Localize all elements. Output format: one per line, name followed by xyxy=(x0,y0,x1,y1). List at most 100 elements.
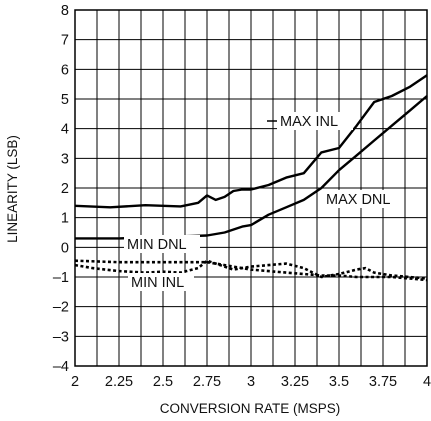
x-tick-label: 3.75 xyxy=(369,374,397,390)
x-axis-title: CONVERSION RATE (MSPS) xyxy=(160,401,341,416)
series-max-dnl-point xyxy=(285,206,287,208)
annotation-max-inl: MAX INL xyxy=(280,114,338,130)
series-max-inl-point xyxy=(391,95,393,97)
series-max-inl-point xyxy=(145,204,147,206)
x-tick-label: 2.25 xyxy=(105,374,133,390)
plot-frame xyxy=(74,9,428,367)
series-min-dnl-point xyxy=(356,276,358,278)
y-tick-label: –3 xyxy=(53,329,69,345)
series-max-inl-point xyxy=(109,206,111,208)
series-max-inl-point xyxy=(285,177,287,179)
series-min-inl-point xyxy=(197,267,199,269)
series-max-dnl-point xyxy=(224,232,226,234)
series-min-inl-point xyxy=(118,270,120,272)
series-min-dnl-point xyxy=(233,266,235,268)
series-max-inl-point xyxy=(268,184,270,186)
x-tick-label: 3.25 xyxy=(281,374,309,390)
annotation-backing xyxy=(128,273,194,291)
series-max-dnl-point xyxy=(241,226,243,228)
series-max-inl-point xyxy=(206,195,208,197)
y-tick-label: 1 xyxy=(61,211,69,227)
series-min-dnl xyxy=(74,259,428,282)
x-tick-label: 3.5 xyxy=(329,374,349,390)
series-max-dnl-point xyxy=(118,238,120,240)
series-min-inl-point xyxy=(285,263,287,265)
y-tick-label: 0 xyxy=(61,240,69,256)
series-max-dnl-point xyxy=(321,187,323,189)
series-min-inl-point xyxy=(206,260,208,262)
series-max-dnl-point xyxy=(250,224,252,226)
series-min-dnl-point xyxy=(409,278,411,280)
x-tick-label: 3 xyxy=(247,374,255,390)
series-max-inl-point xyxy=(197,202,199,204)
series-min-inl-point xyxy=(409,276,411,278)
series-min-inl-point xyxy=(365,267,367,269)
series-min-dnl-point xyxy=(118,261,120,263)
series-min-inl-point xyxy=(268,264,270,266)
series-min-inl-point xyxy=(215,263,217,265)
series-max-inl-point xyxy=(373,101,375,103)
series-max-dnl-point xyxy=(268,214,270,216)
series-max-inl-point xyxy=(250,189,252,191)
series-max-inl-point xyxy=(321,152,323,154)
y-tick-label: 3 xyxy=(61,151,69,167)
series-max-dnl-point xyxy=(409,110,411,112)
series-max-inl-point xyxy=(303,172,305,174)
series-min-dnl-point xyxy=(250,269,252,271)
y-tick-label: –4 xyxy=(53,359,69,375)
series-min-inl-point xyxy=(162,271,164,273)
series-min-dnl-point xyxy=(162,261,164,263)
series-max-dnl-point xyxy=(373,140,375,142)
grid-lines xyxy=(74,9,428,367)
series-min-inl-point xyxy=(338,273,340,275)
series-max-dnl-point xyxy=(303,199,305,201)
series-min-dnl-point xyxy=(268,270,270,272)
series-max-dnl-point xyxy=(206,235,208,237)
y-tick-label: 5 xyxy=(61,92,69,108)
annotation-backing xyxy=(277,112,353,130)
x-tick-label: 2 xyxy=(71,374,79,390)
series-min-inl-point xyxy=(373,272,375,274)
y-tick-label: 8 xyxy=(61,3,69,19)
series-min-inl-point xyxy=(321,276,323,278)
series-max-inl-point xyxy=(356,125,358,127)
y-tick-label: –1 xyxy=(53,270,69,286)
series-min-dnl-point xyxy=(285,272,287,274)
series-min-inl-point xyxy=(303,267,305,269)
annotation-max-dnl: MAX DNL xyxy=(326,192,390,208)
series-min-inl-point xyxy=(92,267,94,269)
annotation-backing xyxy=(124,235,200,253)
series-max-inl-point xyxy=(409,86,411,88)
series-max-inl-point xyxy=(180,206,182,208)
series-max-dnl-point xyxy=(356,155,358,157)
series-min-inl-point xyxy=(233,269,235,271)
y-tick-label: –2 xyxy=(53,300,69,316)
annotation-min-inl: MIN INL xyxy=(131,275,184,291)
series-max-inl-point xyxy=(338,147,340,149)
y-tick-label: 6 xyxy=(61,62,69,78)
series-min-dnl-point xyxy=(303,273,305,275)
x-tick-label: 4 xyxy=(423,374,431,390)
y-axis-title: LINEARITY (LSB) xyxy=(5,135,20,243)
series-min-inl-point xyxy=(356,269,358,271)
annotations: MAX INL MAX DNL MIN DNL MIN INL xyxy=(124,112,399,291)
x-tick-label: 2.75 xyxy=(193,374,221,390)
annotation-backing xyxy=(323,190,399,208)
y-tick-label: 7 xyxy=(61,33,69,49)
series-max-inl-point xyxy=(215,199,217,201)
series-min-dnl-point xyxy=(373,276,375,278)
series-max-inl xyxy=(74,74,428,209)
x-tick-label: 2.5 xyxy=(153,374,173,390)
y-tick-label: 4 xyxy=(61,122,69,138)
series-max-dnl-point xyxy=(391,125,393,127)
y-tick-label: 2 xyxy=(61,181,69,197)
series-max-inl-point xyxy=(241,189,243,191)
series-min-inl-point xyxy=(391,275,393,277)
series-min-inl-point xyxy=(250,266,252,268)
series-max-inl-point xyxy=(224,196,226,198)
annotation-min-dnl: MIN DNL xyxy=(127,237,187,253)
series-min-inl xyxy=(74,259,428,280)
series-max-inl-point xyxy=(233,190,235,192)
series-max-dnl-point xyxy=(338,169,340,171)
